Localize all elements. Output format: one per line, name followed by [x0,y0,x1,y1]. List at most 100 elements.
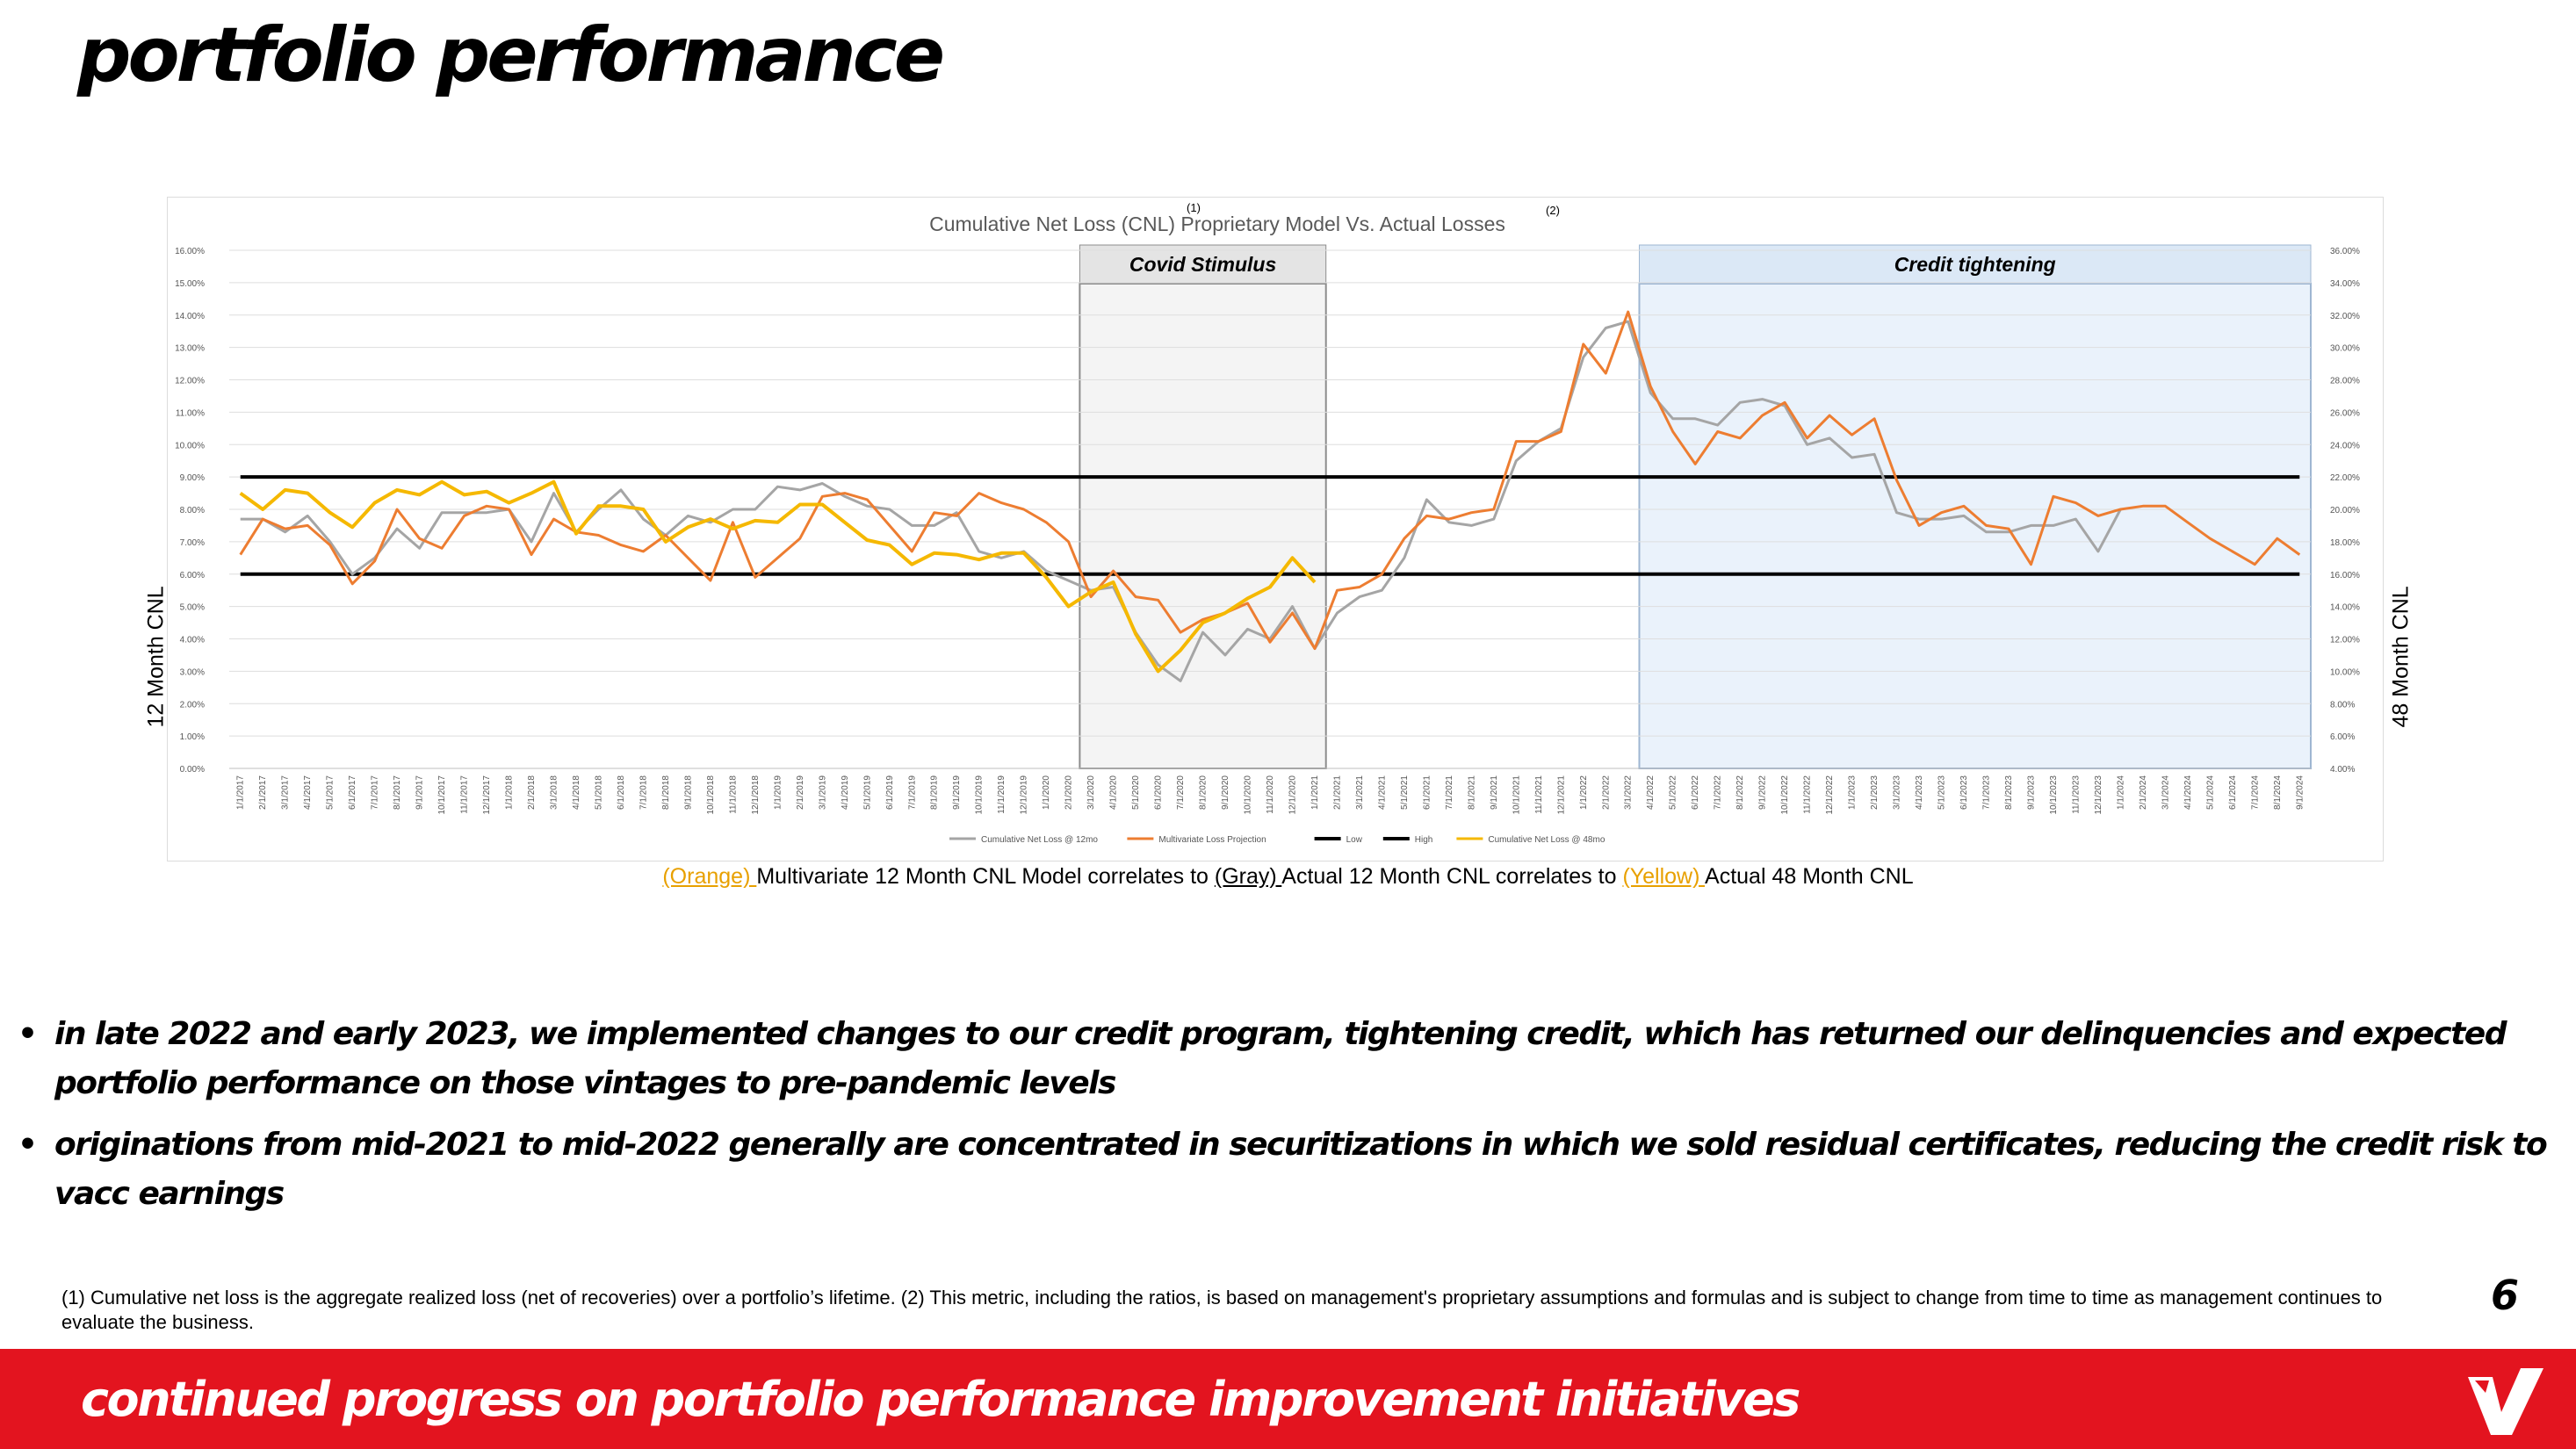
region-label: Credit tightening [1894,253,2056,276]
right-axis-title: 48 Month CNL [2388,586,2414,728]
legend-label: Cumulative Net Loss @ 48mo [1488,835,1605,845]
x-tick-label: 3/1/2019 [818,775,827,810]
bullet-text: in late 2022 and early 2023, we implemen… [54,1016,2507,1101]
x-tick-label: 1/1/2019 [773,775,783,810]
y-right-tick-label: 26.00% [2330,408,2360,418]
y-right-tick-label: 30.00% [2330,344,2360,354]
y-right-tick-label: 24.00% [2330,441,2360,451]
bullet-text: originations from mid-2021 to mid-2022 g… [54,1127,2548,1212]
y-left-tick-label: 2.00% [180,700,205,710]
cnl-line-chart: Covid Stimulus Credit tightening 0.00% 1.00… [175,201,2360,845]
y-right-tick-label: 28.00% [2330,377,2360,386]
x-tick-label: 6/1/2022 [1691,775,1700,810]
y-left-tick-label: 5.00% [180,603,205,613]
x-tick-label: 6/1/2024 [2228,775,2238,810]
x-tick-label: 2/1/2023 [1870,775,1880,810]
x-tick-label: 7/1/2018 [639,775,648,810]
bullet-item: • in late 2022 and early 2023, we impleme… [18,1010,2547,1108]
region-label: Covid Stimulus [1129,253,1276,276]
y-left-tick-label: 0.00% [180,765,205,775]
y-left-tick-label: 1.00% [180,732,205,742]
x-tick-label: 8/1/2021 [1467,775,1476,810]
y-left-tick-label: 9.00% [180,473,205,483]
y-left-tick-label: 14.00% [175,312,205,321]
x-tick-label: 6/1/2023 [1959,775,1969,810]
y-left-tick-label: 4.00% [180,636,205,645]
x-tick-label: 9/1/2019 [952,775,962,810]
y-right-tick-label: 22.00% [2330,473,2360,483]
x-tick-label: 4/1/2019 [841,775,850,810]
x-tick-label: 9/1/2021 [1490,775,1499,810]
x-tick-label: 5/1/2023 [1937,775,1947,810]
x-tick-label: 12/1/2022 [1825,775,1835,815]
v-logo-icon [2468,1368,2544,1435]
x-tick-label: 2/1/2019 [796,775,805,810]
x-tick-label: 6/1/2019 [885,775,895,810]
x-tick-label: 1/1/2024 [2116,775,2125,810]
x-tick-label: 4/1/2021 [1377,775,1387,810]
bullet-dot-icon: • [18,1016,38,1052]
legend-label: Low [1346,835,1363,845]
x-tick-label: 6/1/2017 [348,775,357,810]
region-shade [1638,283,2312,769]
x-tick-label: 3/1/2022 [1624,775,1634,810]
y-left-tick-label: 7.00% [180,538,205,548]
legend-label: High [1415,835,1433,845]
x-tick-label: 11/1/2018 [728,775,738,814]
legend-label: Multivariate Loss Projection [1158,835,1266,845]
x-tick-label: 12/1/2019 [1020,775,1029,815]
x-tick-label: 7/1/2020 [1176,775,1186,810]
y-right-tick-label: 32.00% [2330,312,2360,321]
x-tick-label: 5/1/2018 [594,775,603,810]
y-right-tick-label: 16.00% [2330,571,2360,580]
gray-series-line [240,320,2122,682]
x-tick-label: 12/1/2018 [751,775,761,815]
region-shade [1079,283,1327,769]
caption-part1: Multivariate 12 Month CNL Model correlat… [756,864,1215,889]
page-number: 6 [2491,1272,2520,1319]
y-right-tick-label: 12.00% [2330,636,2360,645]
x-tick-label: 11/1/2023 [2071,775,2081,814]
x-tick-label: 7/1/2019 [907,775,917,810]
x-tick-label: 9/1/2023 [2026,775,2036,810]
x-tick-label: 5/1/2020 [1131,775,1141,810]
caption-orange: (Orange) [662,864,757,889]
x-tick-label: 7/1/2021 [1445,775,1454,810]
region-header [1079,244,1327,285]
x-tick-label: 2/1/2021 [1332,775,1342,810]
y-left-tick-label: 13.00% [175,344,205,354]
y-left-tick-label: 11.00% [176,408,205,418]
y-right-tick-label: 34.00% [2330,279,2360,289]
x-tick-label: 12/1/2017 [482,775,492,815]
caption-gray: (Gray) [1214,864,1282,889]
x-tick-label: 3/1/2020 [1086,775,1096,810]
x-tick-label: 11/1/2020 [1266,775,1275,814]
x-tick-label: 3/1/2023 [1893,775,1902,810]
x-tick-label: 12/1/2020 [1288,775,1297,815]
x-tick-label: 5/1/2021 [1400,775,1410,810]
bullet-item: • originations from mid-2021 to mid-2022 … [18,1121,2548,1219]
x-tick-label: 7/1/2022 [1714,775,1723,810]
chart-title-mark: (2) [1546,204,1560,217]
y-right-tick-label: 36.00% [2330,247,2360,256]
x-tick-label: 11/1/2019 [997,775,1007,814]
x-tick-label: 3/1/2024 [2161,775,2170,810]
x-tick-label: 11/1/2022 [1803,775,1813,814]
chart-caption: (Orange) Multivariate 12 Month CNL Model… [0,864,2576,890]
x-tick-label: 4/1/2017 [303,775,313,810]
left-axis-title: 12 Month CNL [143,586,169,728]
x-tick-label: 9/1/2020 [1221,775,1230,810]
x-tick-label: 4/1/2020 [1109,775,1119,810]
y-right-tick-label: 8.00% [2330,700,2355,710]
x-tick-label: 12/1/2021 [1556,775,1566,815]
yellow-series-line [239,479,1317,674]
y-right-tick-label: 20.00% [2330,506,2360,515]
x-tick-label: 5/1/2022 [1669,775,1678,810]
chart-title-mark: (1) [1187,201,1201,214]
x-tick-label: 6/1/2021 [1422,775,1432,810]
y-left-tick-label: 6.00% [180,571,205,580]
x-tick-label: 9/1/2018 [683,775,693,810]
y-right-tick-label: 10.00% [2330,667,2360,677]
y-right-tick-label: 14.00% [2330,603,2360,613]
x-tick-label: 8/1/2018 [661,775,671,810]
